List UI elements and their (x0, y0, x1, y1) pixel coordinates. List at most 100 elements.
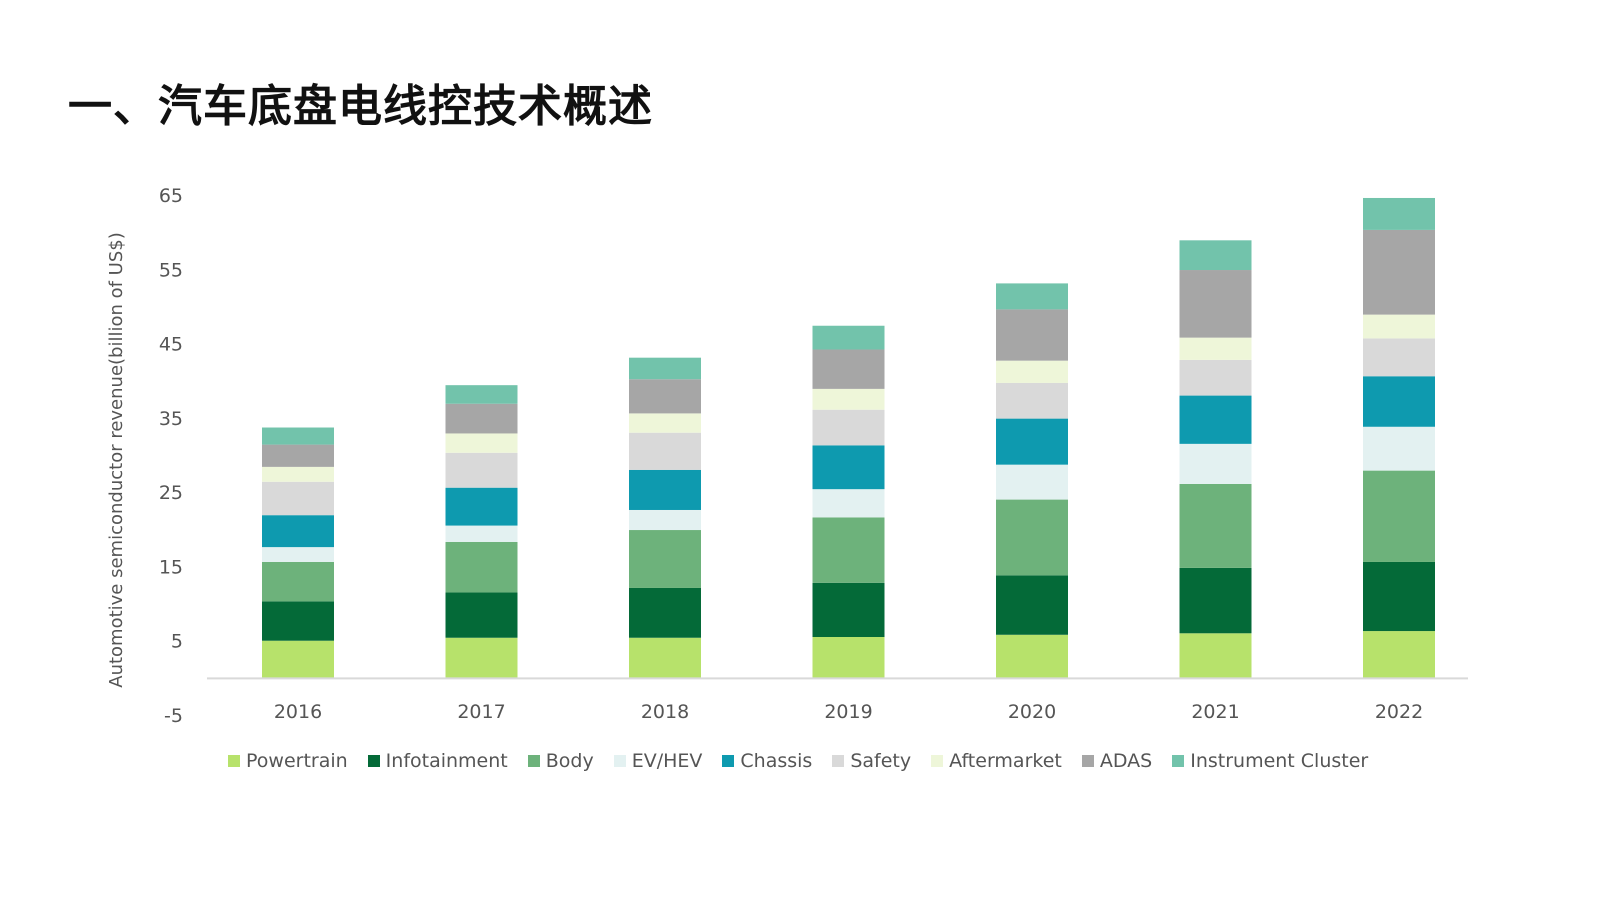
bar-segment-powertrain-2021 (1179, 633, 1252, 678)
bar-segment-instrument-cluster-2019 (812, 325, 885, 350)
y-axis: -5 5 15 25 35 45 55 65 (159, 185, 183, 727)
bar-segment-chassis-2021 (1179, 395, 1252, 444)
bar-segment-body-2019 (812, 517, 885, 583)
legend-label: ADAS (1099, 750, 1153, 772)
legend-label: EV/HEV (631, 750, 703, 772)
bar-segment-body-2022 (1363, 470, 1435, 562)
y-axis-label: Automotive semiconductor revenue(billion… (106, 232, 127, 688)
bar-segment-adas-2022 (1363, 229, 1435, 315)
bar-segment-body-2020 (996, 499, 1068, 576)
bar-segment-chassis-2022 (1363, 376, 1435, 427)
bar-segment-infotainment-2017 (445, 592, 518, 638)
legend-swatch (832, 755, 845, 767)
legend-swatch (1172, 755, 1185, 767)
bar-segment-adas-2017 (445, 403, 518, 434)
legend-swatch (367, 755, 380, 767)
bar-segment-aftermarket-2016 (262, 466, 334, 482)
bar-segment-powertrain-2020 (996, 634, 1068, 678)
bar-segment-safety-2018 (629, 432, 701, 470)
bar-segment-chassis-2018 (629, 469, 701, 510)
bar-segment-chassis-2019 (812, 445, 885, 490)
bar-segment-ev-hev-2018 (629, 509, 701, 531)
legend-label: Chassis (740, 750, 813, 772)
page-title: 一、汽车底盘电线控技术概述 (68, 81, 653, 132)
bar-segment-safety-2016 (262, 481, 334, 516)
bar-segment-ev-hev-2019 (812, 489, 885, 518)
y-tick-label: 65 (159, 185, 183, 207)
legend-swatch (931, 755, 944, 767)
bar-segment-infotainment-2021 (1179, 567, 1252, 634)
bar-segment-body-2017 (445, 541, 518, 593)
y-tick-label: 25 (159, 482, 183, 504)
bar-segment-powertrain-2019 (812, 637, 885, 678)
legend-label: Safety (850, 750, 912, 772)
bar-segment-infotainment-2019 (812, 582, 885, 637)
bar-segment-powertrain-2022 (1363, 631, 1435, 678)
legend-label: Body (545, 750, 594, 772)
bar-segment-ev-hev-2017 (445, 525, 518, 542)
x-tick-label: 2016 (274, 701, 322, 723)
x-axis: 2016 2017 2018 2019 2020 2021 2022 (274, 701, 1423, 723)
y-tick-label: 45 (159, 334, 183, 356)
chart-legend: Powertrain Infotainment Body EV/HEV Chassis S… (228, 750, 1368, 772)
bar-segment-body-2018 (629, 530, 701, 588)
bar-segment-body-2021 (1179, 483, 1252, 568)
legend-label: Infotainment (385, 750, 508, 772)
legend-swatch (228, 755, 240, 767)
bar-segment-safety-2019 (812, 409, 885, 446)
legend-item: Instrument Cluster (1172, 750, 1368, 772)
bar-segment-aftermarket-2019 (812, 388, 885, 410)
x-tick-label: 2017 (457, 701, 505, 723)
x-tick-label: 2019 (824, 701, 872, 723)
bar-segment-ev-hev-2020 (996, 464, 1068, 500)
bar-segment-powertrain-2018 (629, 637, 701, 678)
bar-segment-chassis-2020 (996, 418, 1068, 465)
bar-segment-instrument-cluster-2017 (445, 385, 518, 404)
bar-segment-aftermarket-2022 (1363, 314, 1435, 339)
legend-label: Instrument Cluster (1190, 750, 1369, 772)
bar-segment-adas-2018 (629, 379, 701, 414)
bar-segment-powertrain-2017 (445, 637, 518, 678)
legend-label: Powertrain (246, 750, 348, 772)
legend-label: Aftermarket (949, 750, 1062, 772)
legend-item: Infotainment (367, 750, 508, 772)
bar-segment-powertrain-2016 (262, 640, 334, 678)
bar-segment-safety-2020 (996, 382, 1068, 419)
legend-item: Safety (832, 750, 911, 772)
bar-segment-safety-2017 (445, 452, 518, 488)
bar-segment-adas-2020 (996, 309, 1068, 361)
x-tick-label: 2022 (1375, 701, 1423, 723)
bar-segment-instrument-cluster-2021 (1179, 240, 1252, 271)
x-tick-label: 2021 (1191, 701, 1239, 723)
bar-segment-safety-2022 (1363, 338, 1435, 377)
bar-segment-infotainment-2020 (996, 575, 1068, 635)
y-tick-label: 35 (159, 408, 183, 430)
bar-segment-aftermarket-2018 (629, 413, 701, 433)
x-tick-label: 2018 (641, 701, 689, 723)
bar-segment-instrument-cluster-2022 (1363, 197, 1435, 230)
y-tick-label: 5 (171, 631, 183, 653)
bar-segment-infotainment-2022 (1363, 561, 1435, 632)
legend-swatch (527, 755, 540, 767)
bar-segment-adas-2021 (1179, 270, 1252, 338)
bar-segment-body-2016 (262, 561, 334, 602)
bar-segment-aftermarket-2020 (996, 360, 1068, 383)
y-tick-label: -5 (164, 705, 183, 727)
bar-segment-safety-2021 (1179, 359, 1252, 396)
legend-swatch (1081, 755, 1094, 767)
bar-segment-instrument-cluster-2016 (262, 427, 334, 445)
bar-segment-ev-hev-2016 (262, 547, 334, 562)
bar-segment-ev-hev-2021 (1179, 443, 1252, 484)
x-tick-label: 2020 (1008, 701, 1056, 723)
bar-segment-infotainment-2016 (262, 601, 334, 641)
bar-segment-instrument-cluster-2018 (629, 357, 701, 380)
y-tick-label: 15 (159, 556, 183, 578)
legend-item: Chassis (722, 750, 812, 772)
legend-item: Aftermarket (931, 750, 1062, 772)
legend-item: EV/HEV (613, 750, 703, 772)
legend-item: ADAS (1081, 750, 1153, 772)
bars-group (262, 197, 1435, 678)
bar-segment-aftermarket-2017 (445, 433, 518, 453)
bar-segment-chassis-2017 (445, 487, 518, 526)
